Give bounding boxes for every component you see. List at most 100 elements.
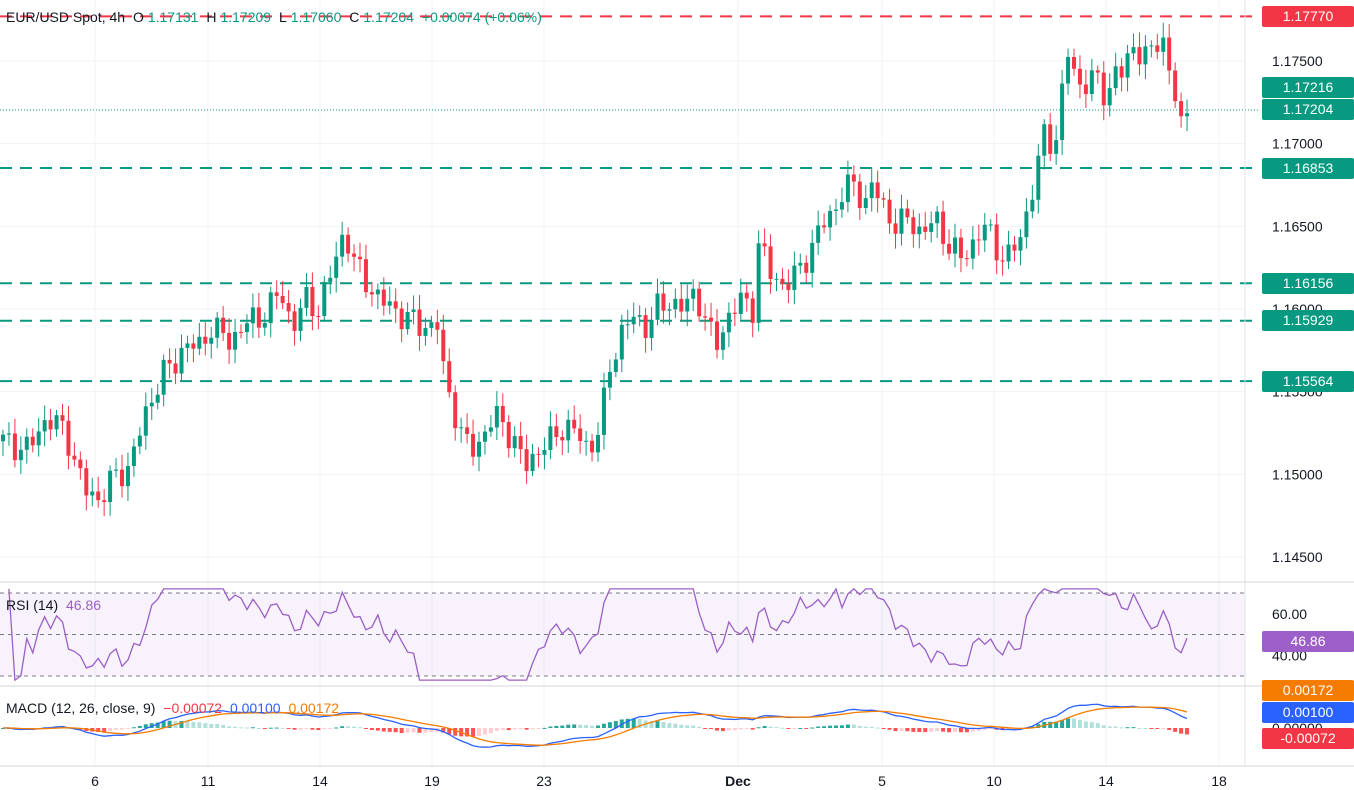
candle-body <box>310 287 315 317</box>
macd-histogram-bar <box>804 728 809 729</box>
rsi-label[interactable]: RSI (14) <box>6 597 59 613</box>
macd-histogram-bar <box>691 725 696 728</box>
candle-body <box>1149 45 1154 47</box>
macd-histogram-bar <box>453 728 458 736</box>
candle-body <box>482 431 487 442</box>
macd-histogram-bar <box>1048 721 1053 728</box>
macd-histogram-bar <box>536 728 541 729</box>
grid <box>0 0 1245 766</box>
candle-body <box>393 301 398 309</box>
macd-histogram-bar <box>768 726 773 728</box>
macd-histogram-bar <box>280 727 285 729</box>
macd-histogram-bar <box>1131 727 1136 729</box>
candle-body <box>239 331 243 333</box>
candle-body <box>619 324 624 360</box>
macd-histogram-bar <box>399 728 404 734</box>
macd-histogram-bar <box>661 722 666 728</box>
price-tick-label: 1.14500 <box>1272 549 1323 565</box>
macd-histogram-bar <box>227 726 232 728</box>
candle-body <box>167 359 172 364</box>
price-tick-label: 1.17000 <box>1272 136 1323 152</box>
candle-body <box>994 224 999 261</box>
macd-histogram-bar <box>1149 728 1154 729</box>
candle-body <box>197 336 202 349</box>
candle-body <box>96 491 101 501</box>
macd-histogram-bar <box>524 728 529 730</box>
macd-histogram-bar <box>958 728 963 733</box>
macd-histogram-bar <box>947 728 952 733</box>
macd-histogram-bar <box>875 727 880 729</box>
price-tick-label: 1.17500 <box>1272 53 1323 69</box>
candle-body <box>1030 199 1035 212</box>
candle-body <box>869 182 874 199</box>
macd-histogram-bar <box>1054 721 1059 728</box>
macd-histogram-bar <box>340 726 345 728</box>
symbol-label[interactable]: EUR/USD Spot, 4h <box>6 9 126 25</box>
macd-histogram-bar <box>465 728 470 737</box>
candle-body <box>131 446 136 467</box>
candle-body <box>750 298 755 323</box>
candle-body <box>465 427 470 434</box>
macd-histogram-bar <box>292 728 297 730</box>
candle-body <box>875 182 880 199</box>
candle-body <box>72 455 77 460</box>
candle-body <box>863 198 868 208</box>
candle-body <box>1161 37 1166 52</box>
candle-body <box>673 298 678 310</box>
macd-legend: MACD (12, 26, close, 9) −0.00072 0.00100… <box>6 700 343 716</box>
candle-body <box>923 226 928 232</box>
candle-body <box>191 343 196 349</box>
candle-body <box>554 426 559 437</box>
candle-body <box>322 281 327 317</box>
x-tick-label: 11 <box>201 773 216 789</box>
high-value: 1.17209 <box>220 9 272 25</box>
macd-histogram-bar <box>304 728 309 729</box>
candle-body <box>262 323 267 328</box>
macd-histogram-bar <box>185 721 190 728</box>
support1-price-box: 1.16853 <box>1262 158 1354 179</box>
macd-histogram-bar <box>1155 728 1160 729</box>
candle-body <box>1137 47 1142 65</box>
macd-histogram-bar <box>96 728 101 733</box>
candle-body <box>42 420 47 432</box>
macd-histogram-bar <box>578 724 583 728</box>
macd-label[interactable]: MACD (12, 26, close, 9) <box>6 700 156 716</box>
candle-body <box>929 223 934 232</box>
candle-body <box>917 226 922 235</box>
macd-histogram-bar <box>1107 726 1112 728</box>
rsi-value: 46.86 <box>66 597 102 613</box>
x-tick-label: 14 <box>312 773 328 789</box>
macd-histogram-bar <box>1036 724 1041 728</box>
candle-body <box>822 225 827 228</box>
macd-histogram-bar <box>488 728 493 734</box>
candle-body <box>233 331 238 350</box>
macd-signal-box: 0.00172 <box>1262 680 1354 701</box>
candle-body <box>274 292 279 296</box>
macd-histogram-bar <box>774 727 779 729</box>
candle-body <box>518 436 523 450</box>
candle-body <box>762 243 767 247</box>
macd-histogram-bar <box>625 718 630 728</box>
candle-body <box>244 323 249 333</box>
candle-body <box>447 361 452 393</box>
candle-body <box>494 405 499 428</box>
candle-body <box>1101 72 1106 106</box>
macd-histogram-bar <box>137 726 142 728</box>
candle-body <box>316 316 321 318</box>
open-label: O <box>132 9 144 25</box>
close-value: 1.17204 <box>363 9 414 25</box>
horizontal-levels <box>0 15 1260 383</box>
candle-body <box>215 317 220 338</box>
macd-histogram-bar <box>262 728 267 729</box>
candle-body <box>935 211 940 224</box>
candle-body <box>1107 88 1112 106</box>
candle-body <box>970 239 975 259</box>
candle-body <box>268 292 273 324</box>
candle-body <box>108 470 113 503</box>
macd-histogram-bar <box>155 722 160 728</box>
macd-histogram-bar <box>673 723 678 728</box>
macd-histogram-bar <box>209 723 214 728</box>
candle-body <box>941 211 946 244</box>
candle-body <box>24 436 29 450</box>
